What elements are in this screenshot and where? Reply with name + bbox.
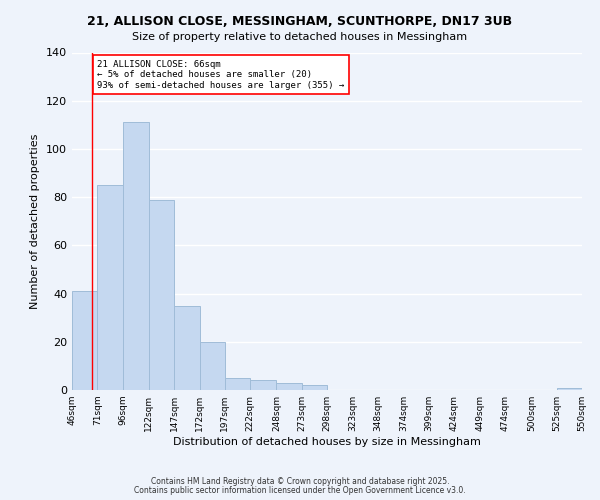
Bar xyxy=(72,291,97,390)
Bar xyxy=(149,200,174,390)
Bar xyxy=(277,383,302,390)
Text: 21, ALLISON CLOSE, MESSINGHAM, SCUNTHORPE, DN17 3UB: 21, ALLISON CLOSE, MESSINGHAM, SCUNTHORP… xyxy=(88,15,512,28)
Text: Contains HM Land Registry data © Crown copyright and database right 2025.: Contains HM Land Registry data © Crown c… xyxy=(151,477,449,486)
Bar xyxy=(250,380,277,390)
Bar xyxy=(225,378,250,390)
Y-axis label: Number of detached properties: Number of detached properties xyxy=(31,134,40,309)
Bar xyxy=(199,342,225,390)
Bar xyxy=(174,306,199,390)
Bar xyxy=(122,122,149,390)
Bar xyxy=(557,388,582,390)
X-axis label: Distribution of detached houses by size in Messingham: Distribution of detached houses by size … xyxy=(173,437,481,447)
Text: Size of property relative to detached houses in Messingham: Size of property relative to detached ho… xyxy=(133,32,467,42)
Bar xyxy=(302,385,327,390)
Text: 21 ALLISON CLOSE: 66sqm
← 5% of detached houses are smaller (20)
93% of semi-det: 21 ALLISON CLOSE: 66sqm ← 5% of detached… xyxy=(97,60,344,90)
Bar xyxy=(97,185,122,390)
Text: Contains public sector information licensed under the Open Government Licence v3: Contains public sector information licen… xyxy=(134,486,466,495)
